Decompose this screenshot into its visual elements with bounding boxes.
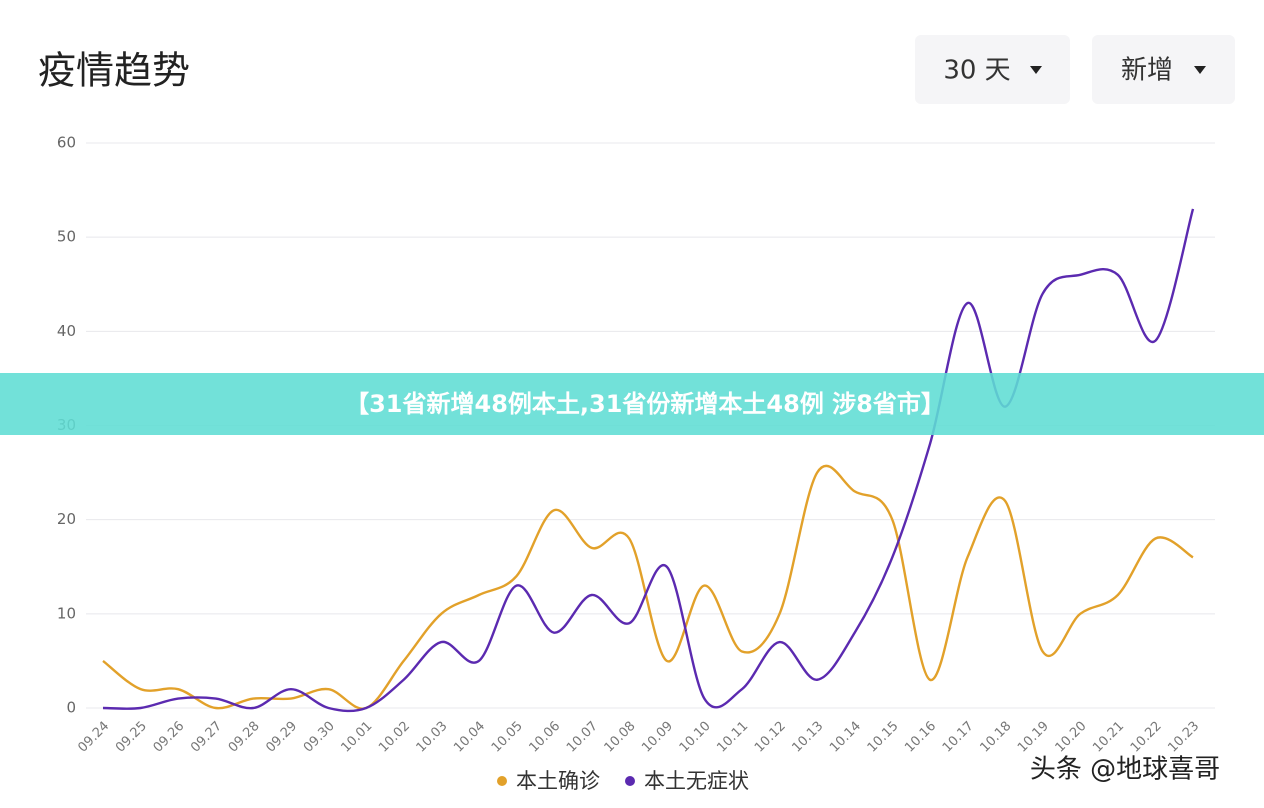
range-label[interactable]: 30 天 bbox=[943, 56, 1010, 86]
legend-label: 本土无症状 bbox=[644, 769, 749, 793]
x-tick-label: 09.29 bbox=[263, 719, 300, 756]
dropdown-arrow bbox=[1194, 66, 1206, 74]
x-tick-label: 10.13 bbox=[790, 719, 827, 756]
x-tick-label: 10.15 bbox=[865, 719, 902, 756]
x-tick-label: 09.26 bbox=[151, 719, 188, 756]
x-tick-label: 10.08 bbox=[602, 719, 639, 756]
x-tick-label: 10.21 bbox=[1090, 719, 1127, 756]
chart-title: 疫情趋势 bbox=[38, 49, 190, 93]
banner-bg bbox=[0, 373, 1264, 435]
watermark: 头条 @地球喜哥 bbox=[1030, 755, 1220, 785]
x-tick-label: 10.14 bbox=[827, 719, 864, 756]
y-tick-label: 10 bbox=[57, 604, 76, 622]
x-tick-label: 09.28 bbox=[226, 719, 263, 756]
plot: 010203040506009.2409.2509.2609.2709.2809… bbox=[57, 134, 1215, 793]
x-tick-label: 10.07 bbox=[564, 719, 601, 756]
y-tick-label: 0 bbox=[66, 699, 76, 717]
x-tick-label: 10.20 bbox=[1053, 719, 1090, 756]
legend-marker bbox=[625, 776, 635, 786]
range-button[interactable] bbox=[915, 35, 1070, 104]
x-tick-label: 10.19 bbox=[1015, 719, 1052, 756]
y-tick-label: 60 bbox=[57, 134, 76, 152]
x-tick-label: 10.16 bbox=[902, 719, 939, 756]
x-tick-label: 10.06 bbox=[526, 719, 563, 756]
x-tick-label: 10.02 bbox=[376, 719, 413, 756]
legend-marker bbox=[497, 776, 507, 786]
x-tick-label: 09.25 bbox=[113, 719, 150, 756]
x-tick-label: 09.27 bbox=[188, 719, 225, 756]
x-tick-label: 10.05 bbox=[489, 719, 526, 756]
x-tick-label: 09.24 bbox=[75, 719, 112, 756]
x-tick-label: 09.30 bbox=[301, 719, 338, 756]
x-tick-label: 10.22 bbox=[1128, 719, 1165, 756]
y-tick-label: 20 bbox=[57, 510, 76, 528]
x-tick-label: 10.01 bbox=[338, 719, 375, 756]
metric-label[interactable]: 新增 bbox=[1121, 56, 1173, 86]
x-tick-label: 10.09 bbox=[639, 719, 676, 756]
y-tick-label: 50 bbox=[57, 228, 76, 246]
x-tick-label: 10.23 bbox=[1165, 719, 1202, 756]
metric-button[interactable] bbox=[1092, 35, 1235, 104]
legend-label: 本土确诊 bbox=[516, 769, 600, 793]
x-tick-label: 10.11 bbox=[714, 719, 751, 756]
banner: 【31省新增48例本土,31省份新增本土48例 涉8省市】 bbox=[345, 390, 945, 418]
x-tick-label: 10.03 bbox=[414, 719, 451, 756]
y-tick-label: 40 bbox=[57, 322, 76, 340]
x-tick-label: 10.04 bbox=[451, 719, 488, 756]
series-line bbox=[102, 208, 1195, 713]
x-tick-label: 10.18 bbox=[977, 719, 1014, 756]
dropdown-arrow bbox=[1030, 66, 1042, 74]
x-tick-label: 10.17 bbox=[940, 719, 977, 756]
x-tick-label: 10.12 bbox=[752, 719, 789, 756]
series-line bbox=[102, 464, 1194, 710]
x-tick-label: 10.10 bbox=[677, 719, 714, 756]
